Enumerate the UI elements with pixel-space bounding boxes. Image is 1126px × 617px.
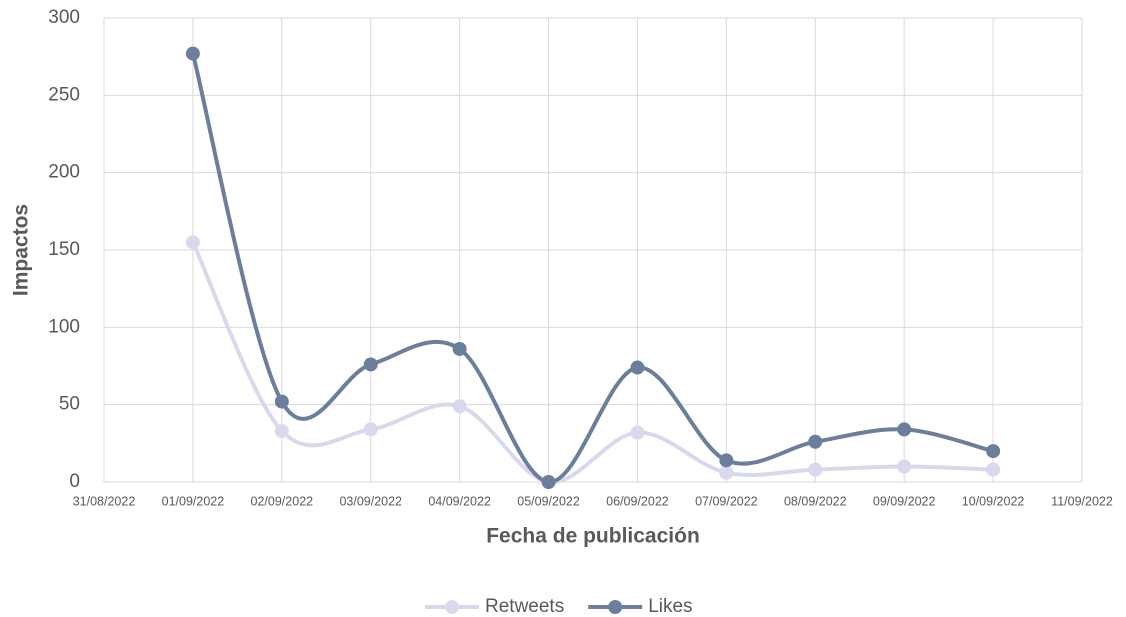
- legend-label: Likes: [648, 596, 692, 617]
- line: [191, 241, 994, 485]
- marker: [274, 423, 289, 438]
- marker: [986, 462, 1001, 477]
- marker: [630, 425, 645, 440]
- marker: [363, 422, 378, 437]
- y-tick-label: 300: [48, 7, 80, 28]
- x-tick-label: 08/09/2022: [784, 494, 847, 508]
- marker: [452, 399, 467, 414]
- marker: [363, 357, 378, 372]
- marker: [630, 360, 645, 375]
- legend-marker: [445, 600, 459, 614]
- x-tick-label: 10/09/2022: [962, 494, 1025, 508]
- x-tick-label: 06/09/2022: [606, 494, 669, 508]
- y-tick-label: 150: [48, 239, 80, 260]
- marker: [185, 46, 200, 61]
- marker: [897, 459, 912, 474]
- marker: [719, 453, 734, 468]
- marker: [719, 465, 734, 480]
- x-axis-title: Fecha de publicación: [486, 525, 700, 548]
- x-tick-label: 02/09/2022: [251, 494, 314, 508]
- x-tick-label: 03/09/2022: [339, 494, 402, 508]
- marker: [185, 235, 200, 250]
- line: [190, 53, 994, 484]
- y-tick-label: 100: [48, 316, 80, 337]
- marker: [452, 341, 467, 356]
- y-tick-label: 0: [69, 471, 80, 492]
- marker: [541, 475, 556, 489]
- y-tick-label: 50: [59, 394, 80, 415]
- legend-label: Retweets: [485, 596, 564, 617]
- x-tick-label: 31/08/2022: [73, 494, 136, 508]
- x-tick-label: 01/09/2022: [162, 494, 225, 508]
- y-tick-label: 200: [48, 162, 80, 183]
- marker: [808, 462, 823, 477]
- marker: [897, 422, 912, 437]
- marker: [274, 394, 289, 409]
- y-tick-label: 250: [48, 84, 80, 105]
- x-tick-label: 07/09/2022: [695, 494, 758, 508]
- marker: [808, 434, 823, 449]
- marker: [986, 444, 1001, 459]
- x-tick-label: 04/09/2022: [428, 494, 491, 508]
- x-tick-label: 05/09/2022: [517, 494, 580, 508]
- x-tick-label: 09/09/2022: [873, 494, 936, 508]
- y-axis-title: Impactos: [10, 204, 33, 296]
- x-tick-label: 11/09/2022: [1051, 494, 1113, 508]
- legend-marker: [608, 600, 623, 614]
